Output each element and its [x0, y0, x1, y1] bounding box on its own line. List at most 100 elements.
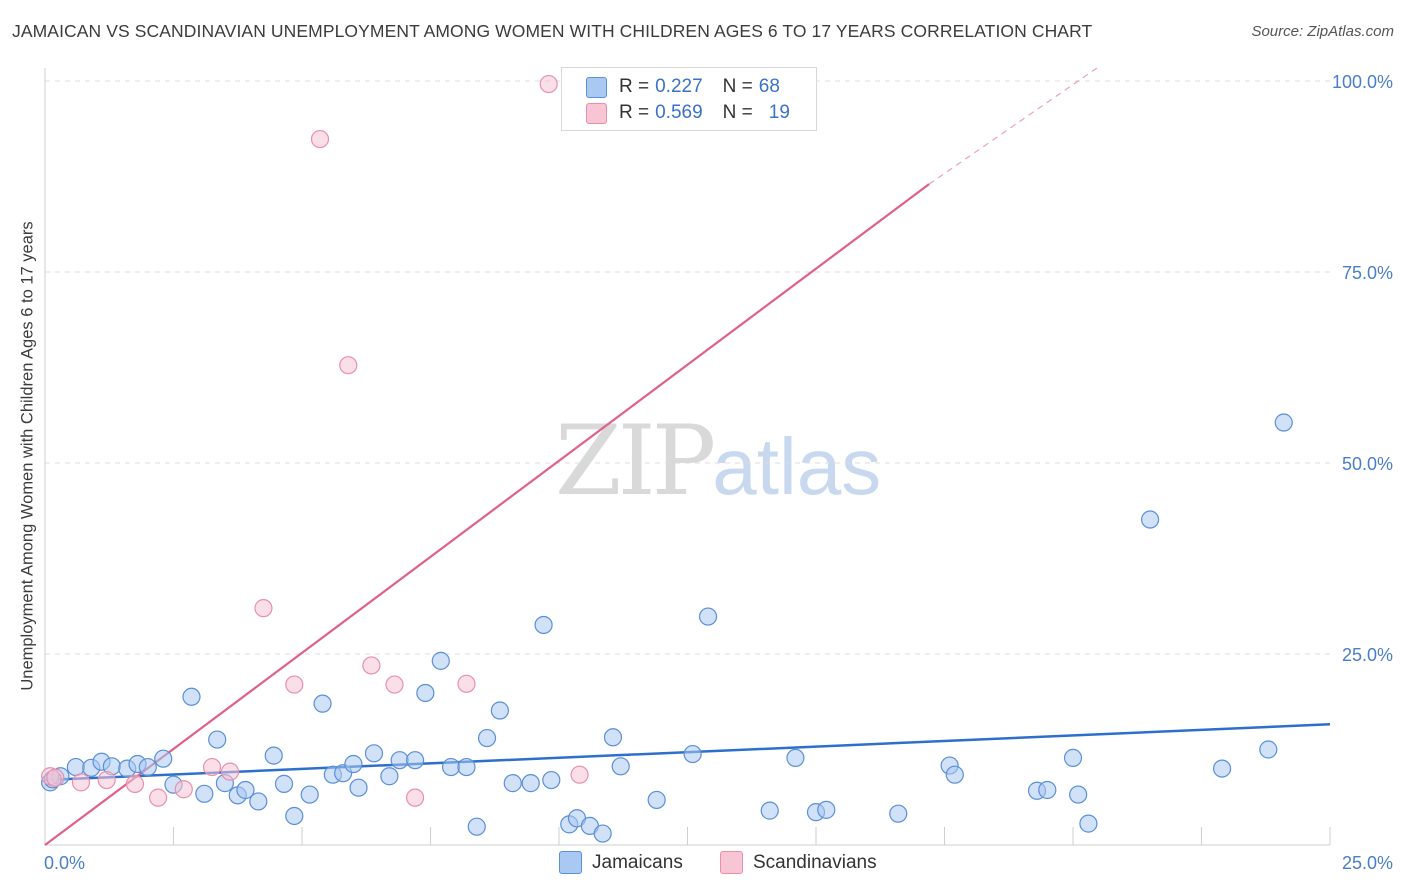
- scandinavian-point: [174, 780, 193, 799]
- jamaican-point: [236, 780, 255, 800]
- watermark-atlas: atlas: [712, 422, 882, 511]
- legend-r-label: R =: [619, 76, 650, 97]
- legend-n-label: N =: [722, 76, 753, 97]
- jamaican-point: [683, 744, 702, 764]
- data-points: [41, 74, 1293, 843]
- jamaican-point: [534, 615, 553, 635]
- jamaican-point: [1274, 413, 1293, 432]
- scandinavian-point: [539, 74, 558, 94]
- jamaican-point: [390, 751, 409, 770]
- trend-lines: [44, 67, 1331, 846]
- jamaican-point: [889, 804, 908, 823]
- jamaican-point: [264, 746, 283, 765]
- series-legend: Jamaicans Scandinavians: [0, 851, 1406, 877]
- legend-r-value: 0.227: [655, 76, 703, 97]
- watermark: ZIPatlas: [555, 405, 881, 517]
- scandinavian-point: [570, 765, 589, 784]
- jamaican-point: [441, 757, 461, 777]
- legend-n-label: N =: [722, 102, 753, 123]
- scandinavian-point: [148, 788, 168, 807]
- jamaican-point: [300, 785, 319, 804]
- jamaican-point: [66, 757, 85, 777]
- jamaican-point: [416, 683, 435, 703]
- legend-swatch-scandinavians: [586, 102, 607, 124]
- jamaican-point: [945, 765, 964, 784]
- scandinavian-point: [125, 774, 145, 793]
- legend-row-scandinavians: R = 0.569 N = 19: [586, 101, 790, 125]
- x-tick-label: 0.0%: [44, 853, 85, 873]
- grid-lines: [45, 80, 1330, 655]
- scandinavian-trend-line: [44, 183, 930, 846]
- jamaican-point: [817, 800, 836, 819]
- y-tick-label: 75.0%: [1342, 263, 1393, 283]
- jamaican-point: [249, 792, 268, 811]
- tick-labels: 25.0% 50.0% 75.0% 100.0% 0.0% 25.0%: [44, 72, 1393, 873]
- scandinavian-point: [310, 129, 330, 149]
- series-legend-scandinavians: Scandinavians: [720, 851, 877, 874]
- jamaican-point: [138, 757, 157, 777]
- legend-n-value: 19: [768, 102, 790, 123]
- jamaican-point: [611, 757, 630, 776]
- scandinavian-point: [220, 762, 240, 781]
- jamaican-point: [1069, 785, 1088, 804]
- chart-title: JAMAICAN VS SCANDINAVIAN UNEMPLOYMENT AM…: [12, 21, 1093, 41]
- jamaican-point: [467, 817, 486, 836]
- scandinavian-point: [254, 599, 273, 618]
- scandinavian-point: [71, 773, 91, 792]
- jamaican-point: [786, 748, 805, 768]
- jamaican-point: [760, 801, 779, 820]
- series-legend-jamaicans: Jamaicans: [559, 851, 683, 874]
- y-tick-label: 50.0%: [1342, 454, 1393, 474]
- jamaican-point: [647, 790, 666, 810]
- scandinavian-point: [46, 768, 65, 787]
- jamaican-point: [274, 774, 294, 793]
- legend-n-value: 68: [758, 76, 780, 97]
- jamaican-point: [344, 754, 363, 774]
- series-swatch-jamaicans: [559, 851, 582, 874]
- jamaican-point: [1140, 510, 1160, 529]
- jamaican-point: [431, 651, 450, 670]
- jamaican-point: [603, 728, 623, 747]
- scandinavian-point: [97, 770, 116, 790]
- jamaican-point: [1259, 740, 1278, 759]
- x-tick-label: 25.0%: [1342, 853, 1393, 873]
- jamaican-point: [195, 784, 214, 803]
- jamaican-point: [313, 694, 332, 713]
- jamaican-point: [521, 774, 540, 793]
- jamaican-point: [154, 749, 173, 768]
- jamaican-point: [698, 607, 718, 626]
- legend-r-value: 0.569: [655, 102, 703, 123]
- source-label: Source: ZipAtlas.com: [1251, 23, 1394, 40]
- jamaican-point: [1079, 814, 1098, 833]
- y-tick-label: 100.0%: [1332, 72, 1393, 92]
- jamaican-point: [457, 757, 476, 777]
- jamaican-point: [542, 770, 561, 790]
- axes: [44, 68, 1331, 846]
- series-swatch-scandinavians: [720, 851, 743, 874]
- scandinavian-point: [385, 675, 404, 694]
- jamaican-point: [1212, 759, 1232, 778]
- jamaican-point: [349, 778, 368, 797]
- scandinavian-point: [362, 656, 381, 675]
- jamaican-point: [380, 767, 399, 786]
- jamaican-point: [1038, 780, 1057, 800]
- legend-r-label: R =: [619, 102, 650, 123]
- scandinavian-trend-extension: [928, 67, 1098, 185]
- jamaican-point: [208, 730, 227, 749]
- jamaican-point: [477, 728, 497, 748]
- jamaican-point: [364, 744, 384, 763]
- scandinavian-point: [285, 675, 304, 694]
- jamaican-point: [285, 806, 304, 826]
- jamaican-point: [593, 824, 612, 843]
- scandinavian-point: [339, 356, 358, 375]
- scandinavian-point: [457, 674, 476, 693]
- watermark-zip: ZIP: [555, 405, 716, 517]
- scandinavian-point: [202, 757, 222, 777]
- scandinavian-point: [405, 788, 425, 807]
- jamaican-point: [405, 751, 425, 770]
- jamaican-point: [1063, 748, 1083, 768]
- jamaican-point: [503, 774, 522, 793]
- jamaican-point: [490, 701, 509, 720]
- legend-swatch-jamaicans: [586, 76, 607, 98]
